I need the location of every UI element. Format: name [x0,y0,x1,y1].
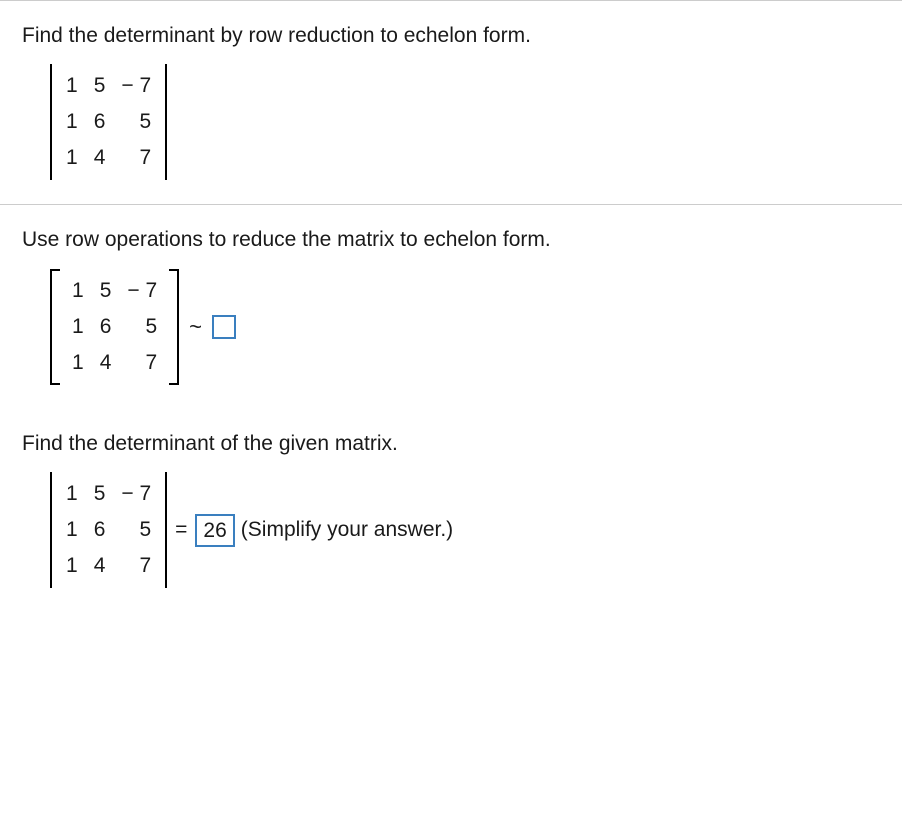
m3-r2c2: 7 [113,548,159,584]
matrix-row-3: 1 5 − 7 1 6 5 1 4 7 = 26 (Simplify your … [22,472,880,588]
m3-r1c0: 1 [58,512,86,548]
matrix-row-2: 1 5 − 7 1 6 5 1 4 7 [22,269,880,385]
matrix-2: 1 5 − 7 1 6 5 1 4 7 [64,273,165,381]
m3-r1c1: 6 [86,512,114,548]
m2-r0c0: 1 [64,273,92,309]
m1-r1c2: 5 [113,104,159,140]
m2-r0c1: 5 [92,273,120,309]
section-2: Use row operations to reduce the matrix … [0,205,902,408]
matrix-3: 1 5 − 7 1 6 5 1 4 7 [58,476,159,584]
m2-r2c2: 7 [119,345,165,381]
tilde-symbol: ~ [189,314,202,340]
m1-r1c0: 1 [58,104,86,140]
matrix-1: 1 5 − 7 1 6 5 1 4 7 [58,68,159,176]
m1-r0c2: − 7 [113,68,159,104]
m1-r0c1: 5 [86,68,114,104]
m3-r0c2: − 7 [113,476,159,512]
m2-r0c2: − 7 [119,273,165,309]
m1-r0c0: 1 [58,68,86,104]
m2-r1c1: 6 [92,309,120,345]
section-3: Find the determinant of the given matrix… [0,409,902,612]
m2-r1c2: 5 [119,309,165,345]
m3-r2c0: 1 [58,548,86,584]
m2-r2c1: 4 [92,345,120,381]
m1-r2c2: 7 [113,140,159,176]
echelon-answer-input[interactable] [212,315,236,339]
left-bracket-icon [50,269,60,385]
m3-r0c1: 5 [86,476,114,512]
bracket-matrix-2: 1 5 − 7 1 6 5 1 4 7 [50,269,179,385]
m1-r2c0: 1 [58,140,86,176]
m3-r0c0: 1 [58,476,86,512]
m1-r2c1: 4 [86,140,114,176]
determinant-answer-input[interactable]: 26 [195,514,234,547]
prompt-2: Use row operations to reduce the matrix … [22,225,880,254]
determinant-matrix-3: 1 5 − 7 1 6 5 1 4 7 [50,472,167,588]
simplify-hint: (Simplify your answer.) [241,518,453,542]
matrix-row-1: 1 5 − 7 1 6 5 1 4 7 [22,64,880,180]
section-1: Find the determinant by row reduction to… [0,1,902,204]
m1-r1c1: 6 [86,104,114,140]
m3-r2c1: 4 [86,548,114,584]
right-bracket-icon [169,269,179,385]
prompt-1: Find the determinant by row reduction to… [22,21,880,50]
m2-r1c0: 1 [64,309,92,345]
equals-sign: = [175,518,187,542]
prompt-3: Find the determinant of the given matrix… [22,429,880,458]
m2-r2c0: 1 [64,345,92,381]
m3-r1c2: 5 [113,512,159,548]
determinant-matrix-1: 1 5 − 7 1 6 5 1 4 7 [50,64,167,180]
